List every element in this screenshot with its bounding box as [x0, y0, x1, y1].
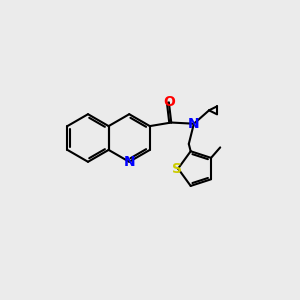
- Text: N: N: [188, 117, 200, 131]
- Text: S: S: [172, 162, 182, 176]
- Text: N: N: [123, 155, 135, 169]
- Text: O: O: [163, 95, 175, 109]
